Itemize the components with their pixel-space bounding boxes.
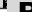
Bar bbox=[24, 10, 25, 11]
Bar bbox=[19, 2, 20, 11]
Bar bbox=[25, 10, 26, 11]
Bar bbox=[27, 10, 28, 11]
Bar bbox=[23, 2, 24, 11]
Legend: ACV, 6-BA, KT, IAA, 4-CPA, 2,4-D: ACV, 6-BA, KT, IAA, 4-CPA, 2,4-D bbox=[0, 8, 23, 12]
Bar bbox=[29, 10, 30, 11]
Bar bbox=[18, 10, 19, 11]
Text: B): B) bbox=[16, 1, 32, 12]
Bar bbox=[20, 2, 21, 11]
Text: A): A) bbox=[1, 1, 32, 12]
